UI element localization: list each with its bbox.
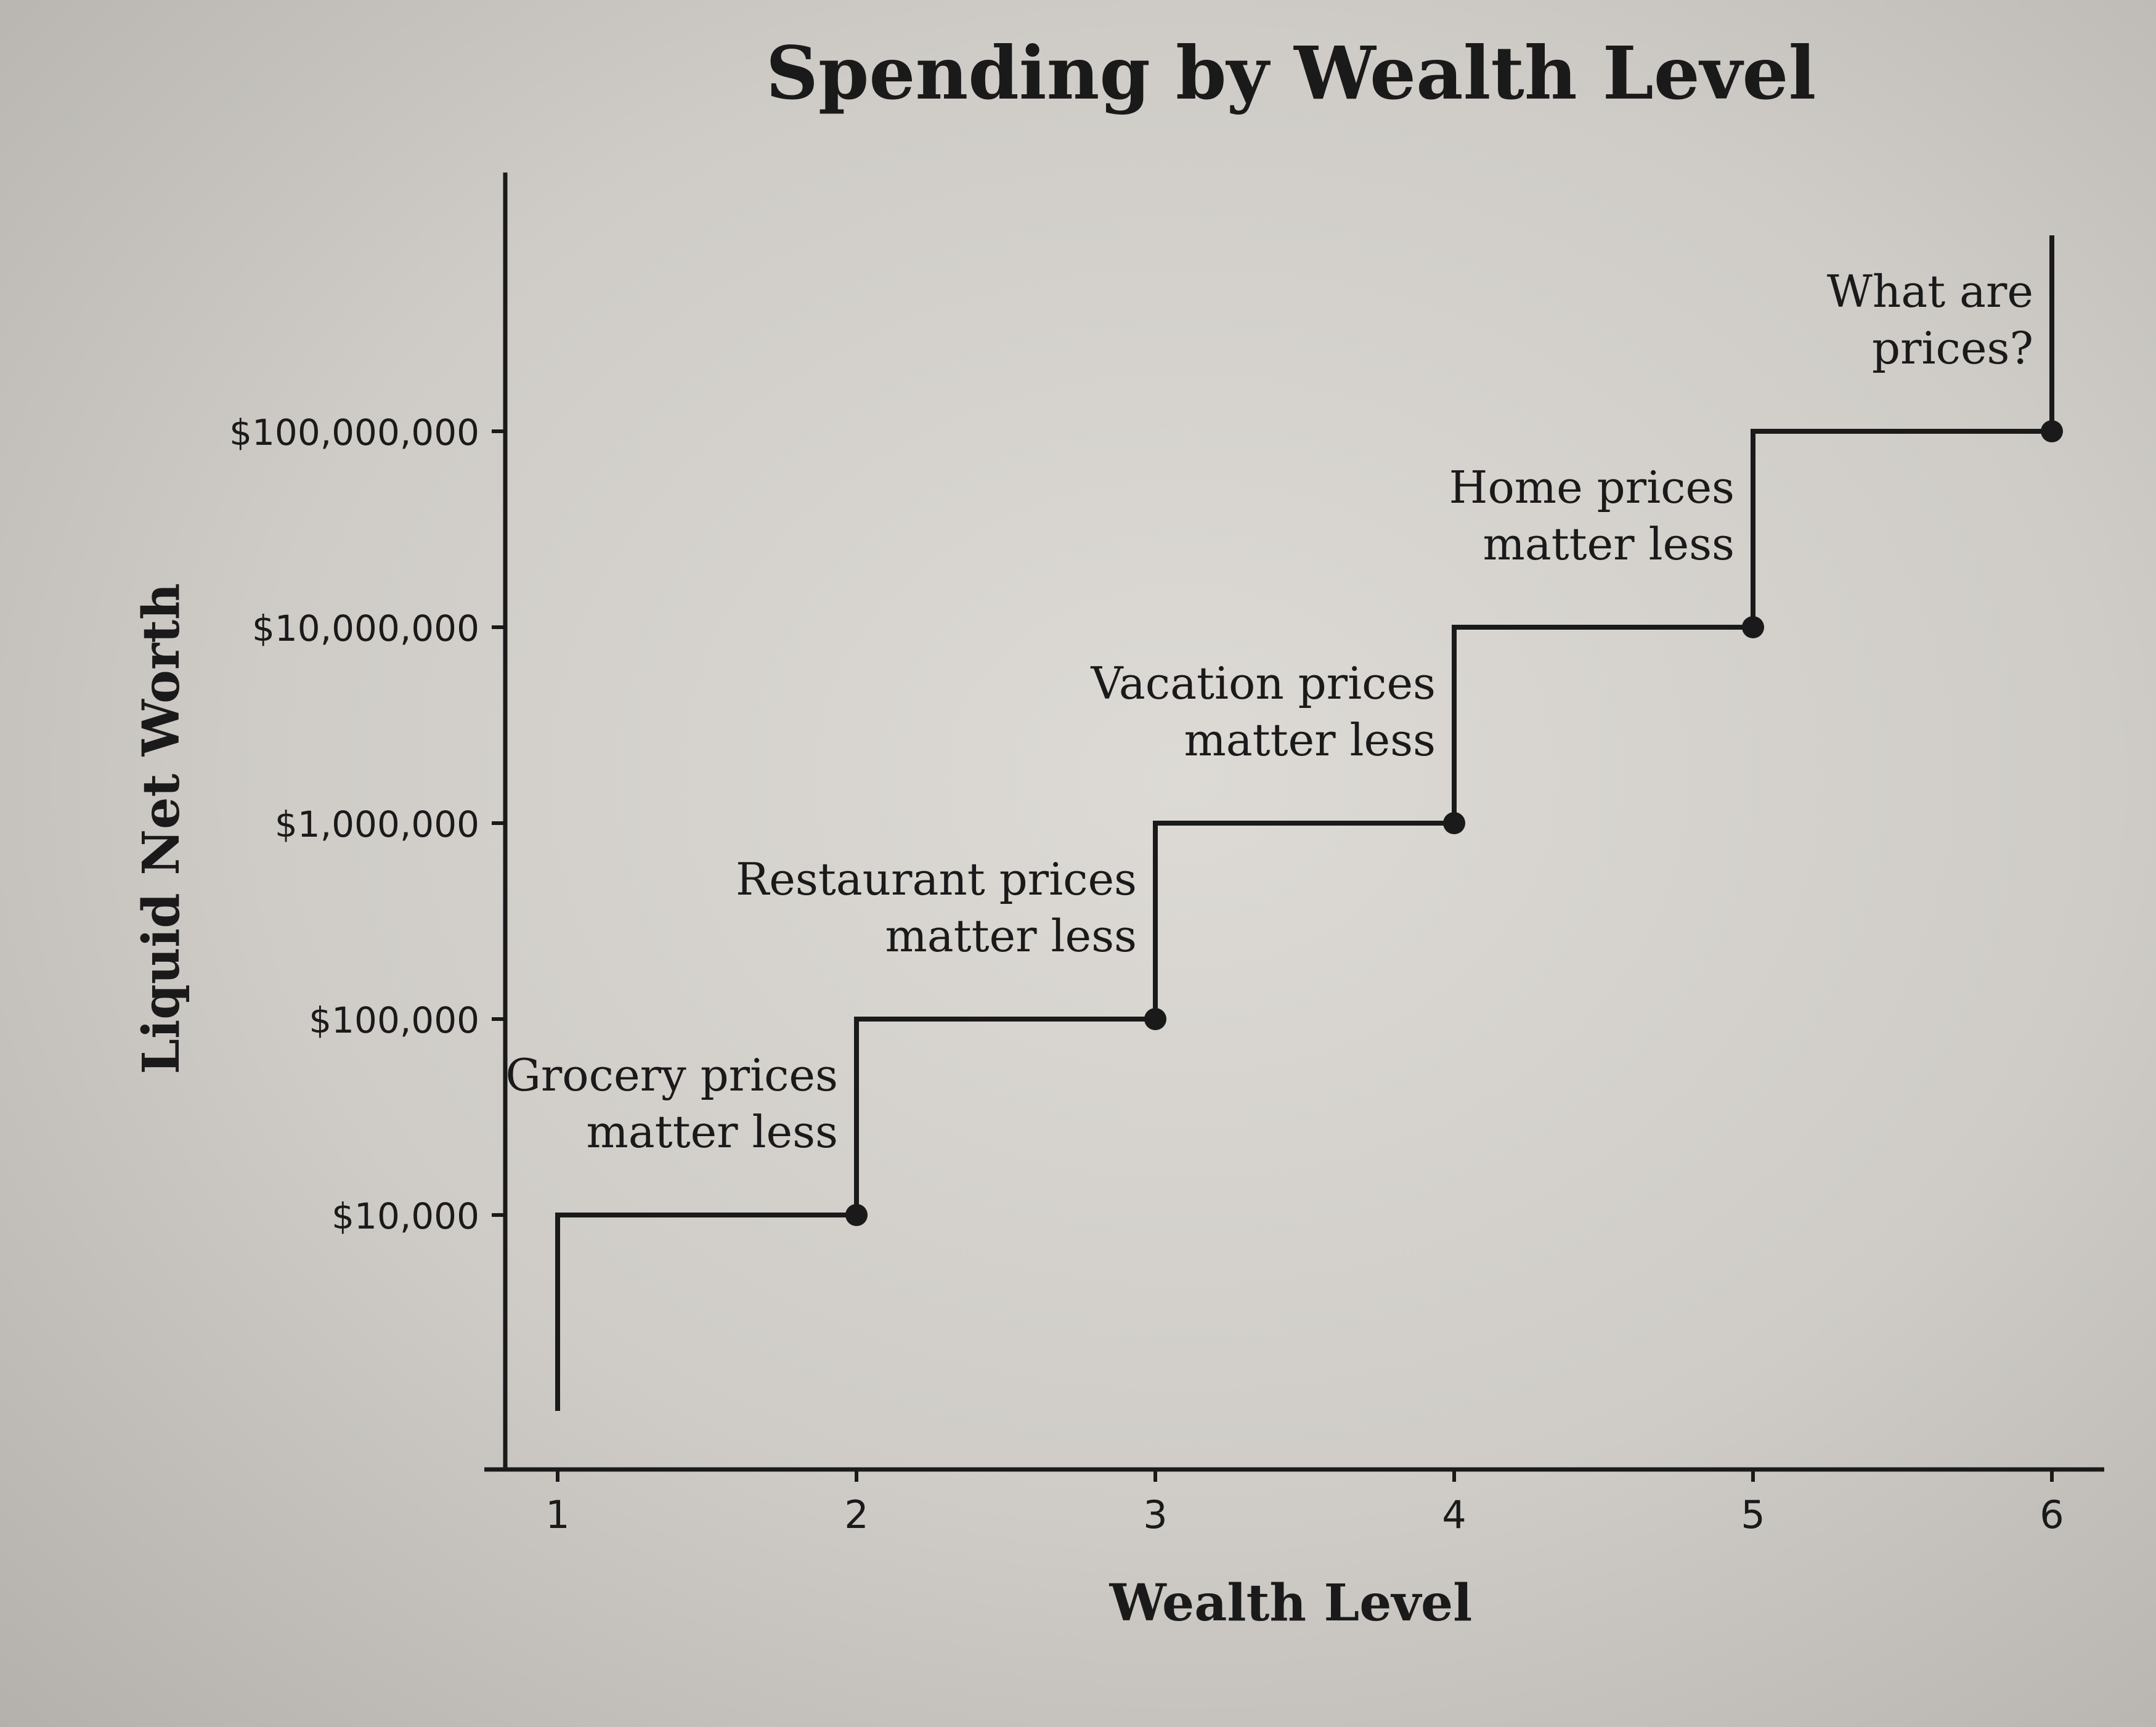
x-tick-label: 3	[1143, 1492, 1167, 1537]
x-axis-ticks: 1 2 3 4 5 6	[545, 1469, 2064, 1537]
step-points	[845, 420, 2063, 1226]
x-tick-label: 2	[844, 1492, 868, 1537]
annotation-text: matter less	[1184, 714, 1436, 766]
x-tick-label: 6	[2040, 1492, 2064, 1537]
y-axis-ticks: $10,000 $100,000 $1,000,000 $10,000,000 $100…	[229, 412, 505, 1237]
step-series	[555, 235, 2054, 1411]
y-tick-label: $100,000,000	[229, 412, 479, 453]
annotation-text: matter less	[1483, 518, 1735, 570]
step-point	[845, 1204, 868, 1226]
x-tick-label: 4	[1442, 1492, 1466, 1537]
annotation-text: matter less	[885, 910, 1137, 962]
x-tick-label: 1	[545, 1492, 569, 1537]
annotation-text: Home prices	[1449, 461, 1735, 513]
annotation-text: What are	[1827, 266, 2033, 317]
y-axis-label: Liquid Net Worth	[132, 583, 191, 1074]
annotation-text: Vacation prices	[1090, 657, 1436, 709]
step-point	[1443, 812, 1465, 834]
annotation-text: matter less	[586, 1106, 838, 1158]
x-axis-label: Wealth Level	[1109, 1574, 1473, 1633]
step-point	[2041, 420, 2063, 442]
annotation-text: Grocery prices	[505, 1049, 838, 1101]
x-tick-label: 5	[1741, 1492, 1765, 1537]
annotation-text: Restaurant prices	[736, 853, 1137, 905]
y-tick-label: $1,000,000	[275, 803, 479, 845]
step-point	[1742, 616, 1764, 638]
annotation-text: prices?	[1872, 322, 2033, 374]
y-tick-label: $10,000	[332, 1195, 479, 1237]
step-point	[1144, 1008, 1166, 1030]
y-tick-label: $10,000,000	[252, 607, 479, 649]
step-series-line	[555, 235, 2054, 1411]
y-tick-label: $100,000	[309, 999, 479, 1041]
chart-title: Spending by Wealth Level	[766, 30, 1816, 116]
